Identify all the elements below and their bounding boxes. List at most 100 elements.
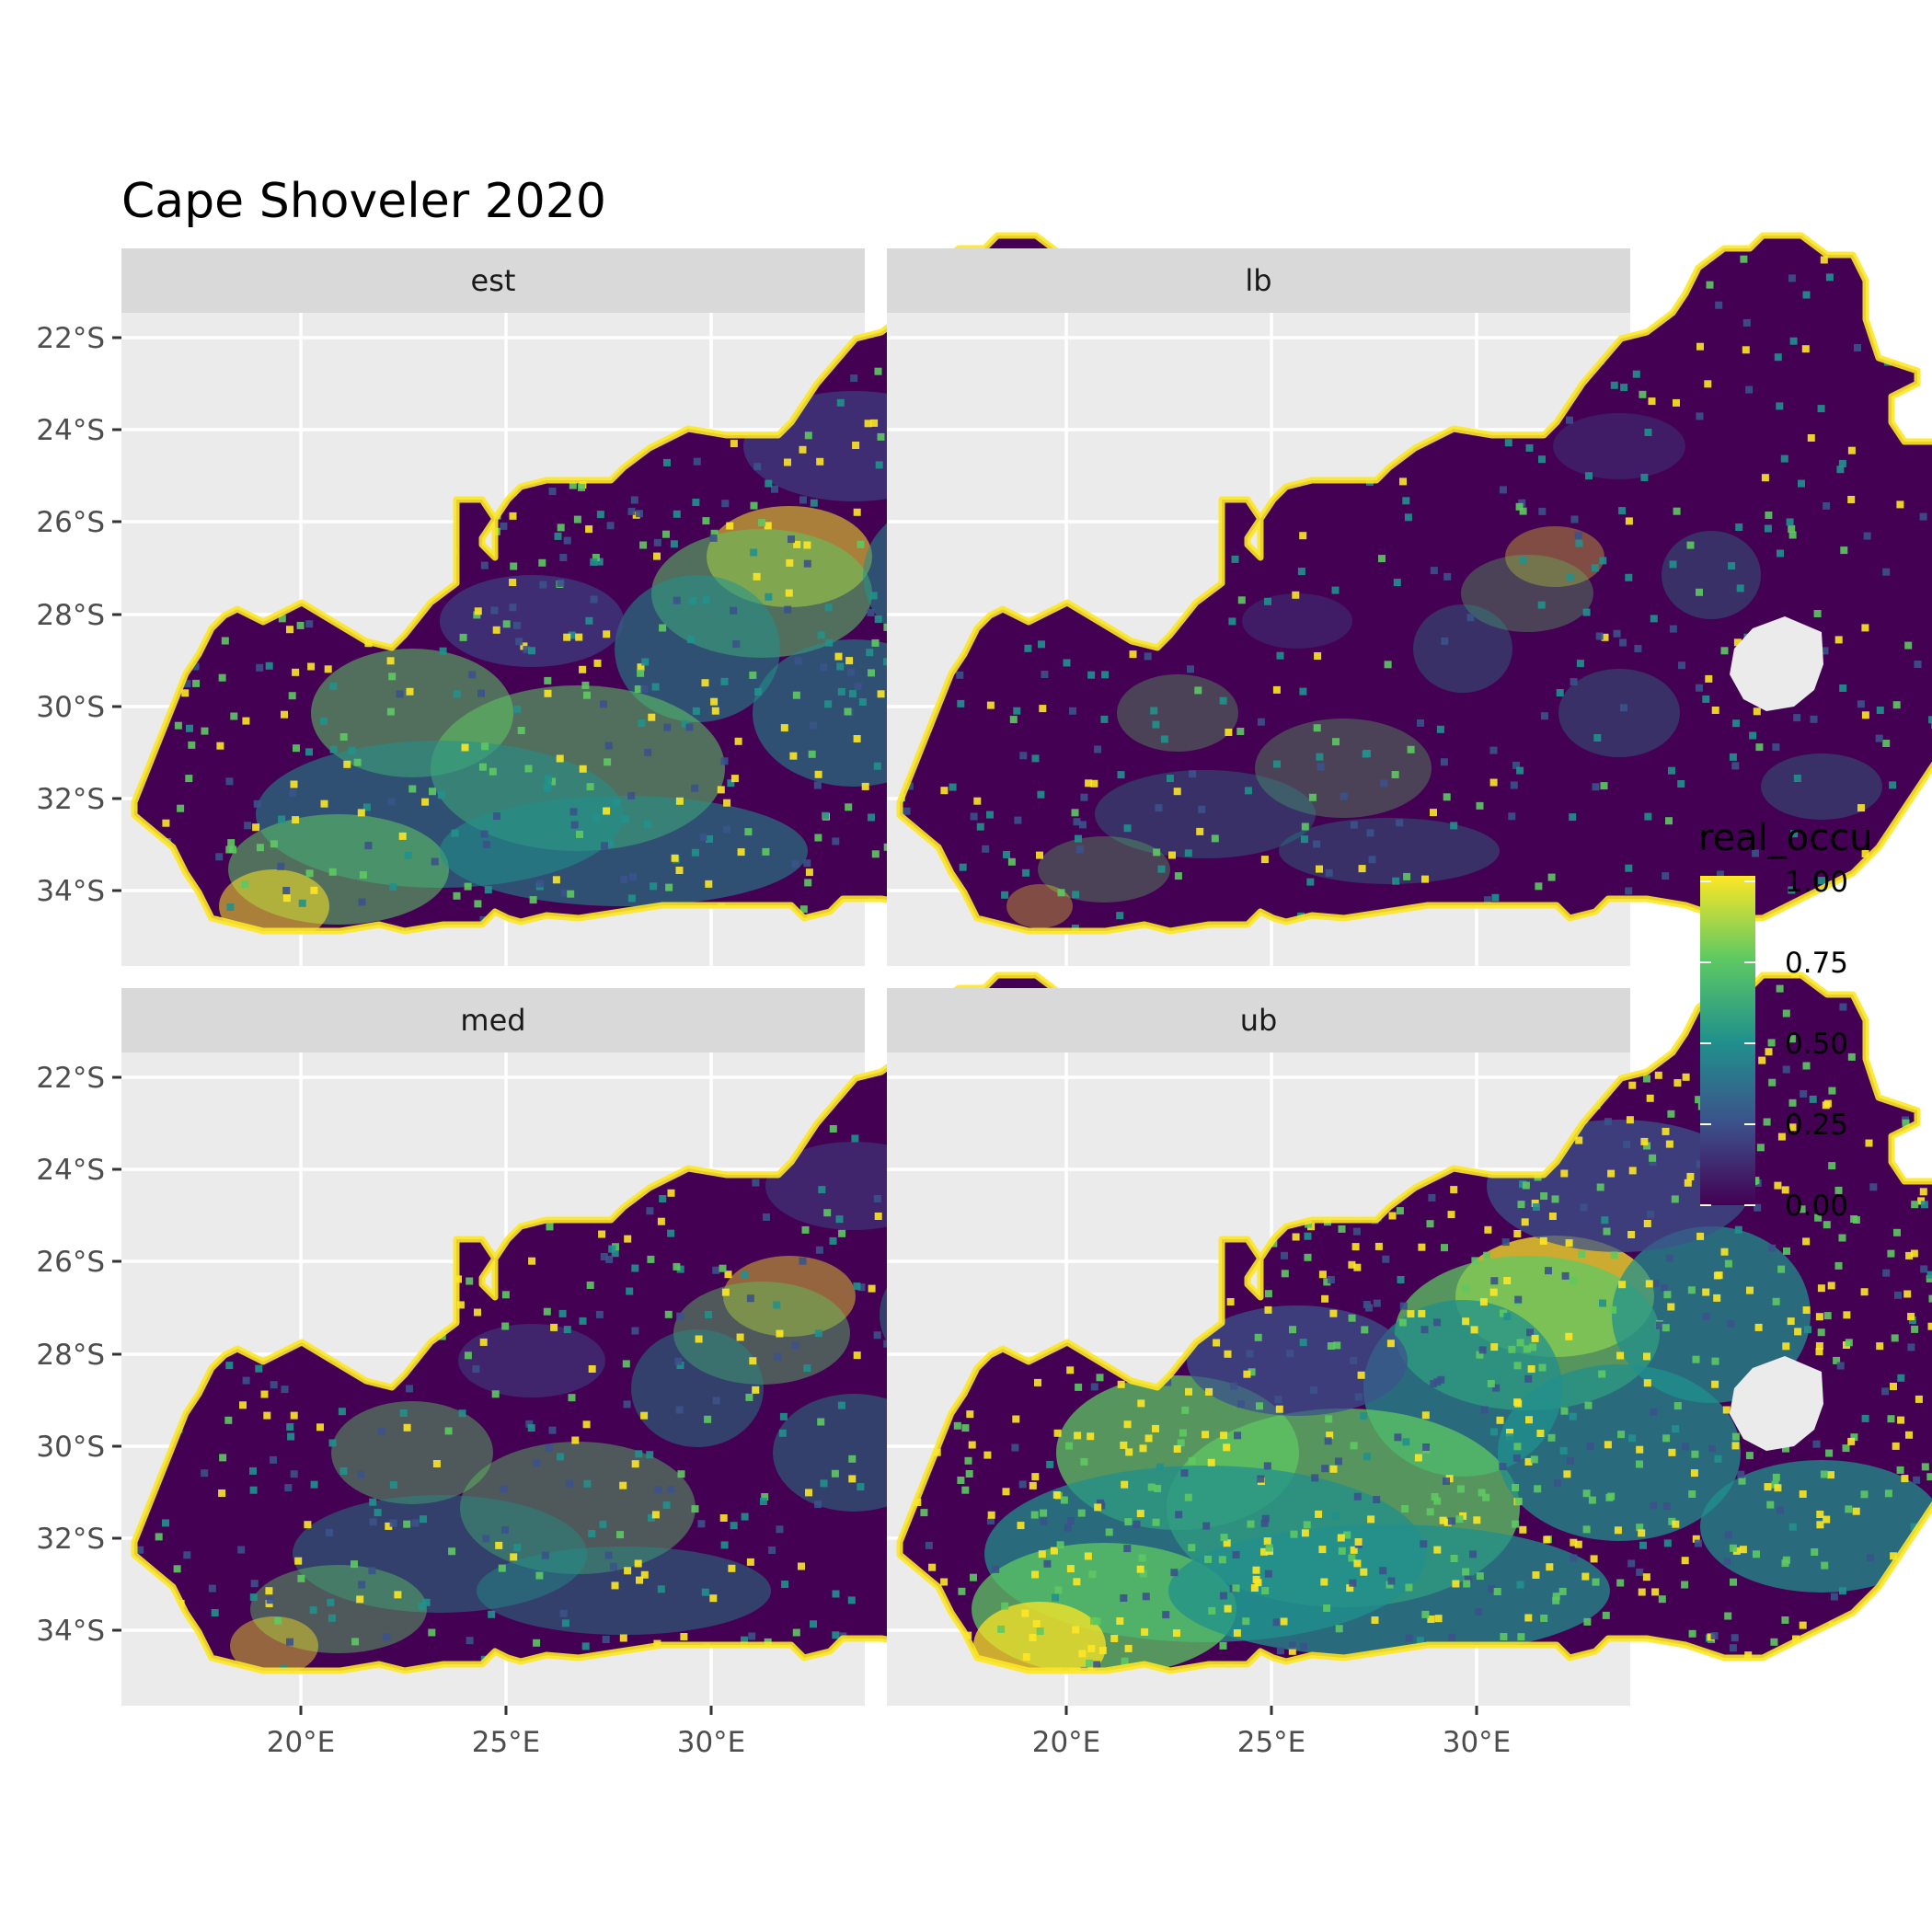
occupancy-cell — [1592, 1578, 1600, 1586]
occupancy-cell — [1500, 1633, 1508, 1640]
occupancy-cell — [647, 1255, 655, 1263]
occupancy-cell — [727, 779, 735, 788]
occupancy-cell — [1046, 1460, 1054, 1468]
occupancy-cell — [527, 1424, 535, 1432]
occupancy-cell — [1521, 1218, 1529, 1226]
occupancy-cell — [488, 975, 496, 980]
occupancy-cell — [1752, 1177, 1760, 1185]
occupancy-cell — [734, 737, 742, 745]
occupancy-cell — [1220, 1432, 1228, 1440]
occupancy-cell — [1559, 1446, 1568, 1455]
occupancy-cell — [1252, 1575, 1260, 1583]
occupancy-cell — [1651, 1279, 1660, 1287]
occupancy-cell — [844, 707, 852, 716]
occupancy-cell — [374, 1509, 382, 1517]
occupancy-cell — [1003, 851, 1010, 858]
occupancy-cell — [741, 1636, 748, 1644]
occupancy-cell — [1040, 1509, 1048, 1517]
occupancy-cell — [643, 821, 651, 829]
occupancy-cell — [1810, 1673, 1817, 1680]
occupancy-cell — [1450, 1186, 1458, 1194]
occupancy-cell — [1246, 1350, 1254, 1358]
occupancy-map — [898, 226, 1932, 949]
occupancy-cell — [640, 1570, 649, 1579]
occupancy-cell — [1450, 1555, 1458, 1562]
occupancy-cell — [1230, 1382, 1238, 1390]
occupancy-cell — [1513, 1362, 1522, 1370]
occupancy-cell — [242, 1376, 250, 1385]
occupancy-cell — [1828, 1162, 1836, 1170]
occupancy-cell — [578, 483, 585, 491]
occupancy-cell — [964, 1456, 972, 1465]
occupancy-cell — [324, 665, 332, 673]
occupancy-cell — [541, 1551, 549, 1559]
occupancy-cell — [845, 803, 853, 811]
occupancy-cell — [1788, 1098, 1797, 1107]
occupancy-cell — [626, 1287, 634, 1295]
occupancy-cell — [1434, 1615, 1443, 1623]
occupancy-cell — [1763, 1118, 1771, 1126]
occupancy-cell — [1313, 724, 1321, 732]
occupancy-cell — [1141, 1627, 1149, 1636]
occupancy-cell — [219, 1454, 227, 1462]
occupancy-cell — [1331, 1512, 1340, 1520]
occupancy-cell — [1441, 637, 1449, 645]
occupancy-patch — [230, 1616, 318, 1671]
occupancy-cell — [1926, 1274, 1932, 1282]
occupancy-cell — [737, 848, 745, 857]
occupancy-cell — [1897, 1416, 1905, 1424]
occupancy-cell — [1887, 1249, 1895, 1258]
occupancy-cell — [1821, 647, 1829, 655]
occupancy-cell — [1139, 1570, 1147, 1578]
occupancy-cell — [1593, 238, 1601, 247]
occupancy-cell — [1861, 624, 1869, 632]
occupancy-cell — [853, 1282, 861, 1291]
occupancy-cell — [1386, 1340, 1395, 1348]
occupancy-cell — [1753, 707, 1761, 716]
occupancy-cell — [1839, 684, 1847, 692]
occupancy-cell — [1847, 446, 1856, 454]
occupancy-cell — [1382, 1255, 1390, 1263]
occupancy-cell — [705, 880, 713, 888]
occupancy-cell — [1643, 1220, 1651, 1227]
occupancy-cell — [1906, 975, 1915, 978]
occupancy-cell — [869, 1018, 878, 1026]
occupancy-cell — [590, 558, 598, 566]
occupancy-cell — [720, 757, 729, 765]
occupancy-cell — [968, 1441, 976, 1449]
occupancy-cell — [1157, 865, 1166, 873]
occupancy-cell — [1536, 1430, 1545, 1437]
occupancy-cell — [1662, 1434, 1671, 1443]
occupancy-cell — [1678, 661, 1685, 670]
occupancy-cell — [743, 226, 751, 234]
occupancy-cell — [1437, 1375, 1445, 1384]
occupancy-cell — [750, 548, 758, 557]
occupancy-cell — [1299, 1339, 1307, 1347]
occupancy-cell — [875, 461, 883, 469]
occupancy-cell — [1232, 1584, 1240, 1593]
occupancy-cell — [1007, 857, 1016, 866]
occupancy-cell — [1921, 1463, 1929, 1471]
occupancy-cell — [638, 719, 646, 727]
occupancy-cell — [1876, 1342, 1884, 1351]
occupancy-cell — [1087, 1432, 1095, 1441]
occupancy-cell — [1493, 1588, 1501, 1595]
occupancy-cell — [1218, 1556, 1226, 1564]
occupancy-cell — [730, 606, 738, 615]
occupancy-cell — [792, 1628, 800, 1637]
occupancy-cell — [634, 1559, 642, 1568]
occupancy-cell — [1220, 1534, 1228, 1542]
occupancy-cell — [712, 1397, 720, 1405]
occupancy-patch — [1187, 1305, 1408, 1416]
occupancy-cell — [201, 727, 209, 735]
occupancy-cell — [1086, 1659, 1093, 1667]
occupancy-cell — [557, 523, 565, 532]
occupancy-cell — [852, 442, 860, 449]
occupancy-cell — [1040, 1518, 1048, 1525]
occupancy-cell — [1077, 1509, 1086, 1517]
occupancy-cell — [1022, 868, 1030, 877]
occupancy-cell — [292, 668, 300, 676]
occupancy-cell — [1713, 1271, 1721, 1280]
occupancy-cell — [986, 811, 994, 819]
occupancy-cell — [1588, 1496, 1596, 1504]
